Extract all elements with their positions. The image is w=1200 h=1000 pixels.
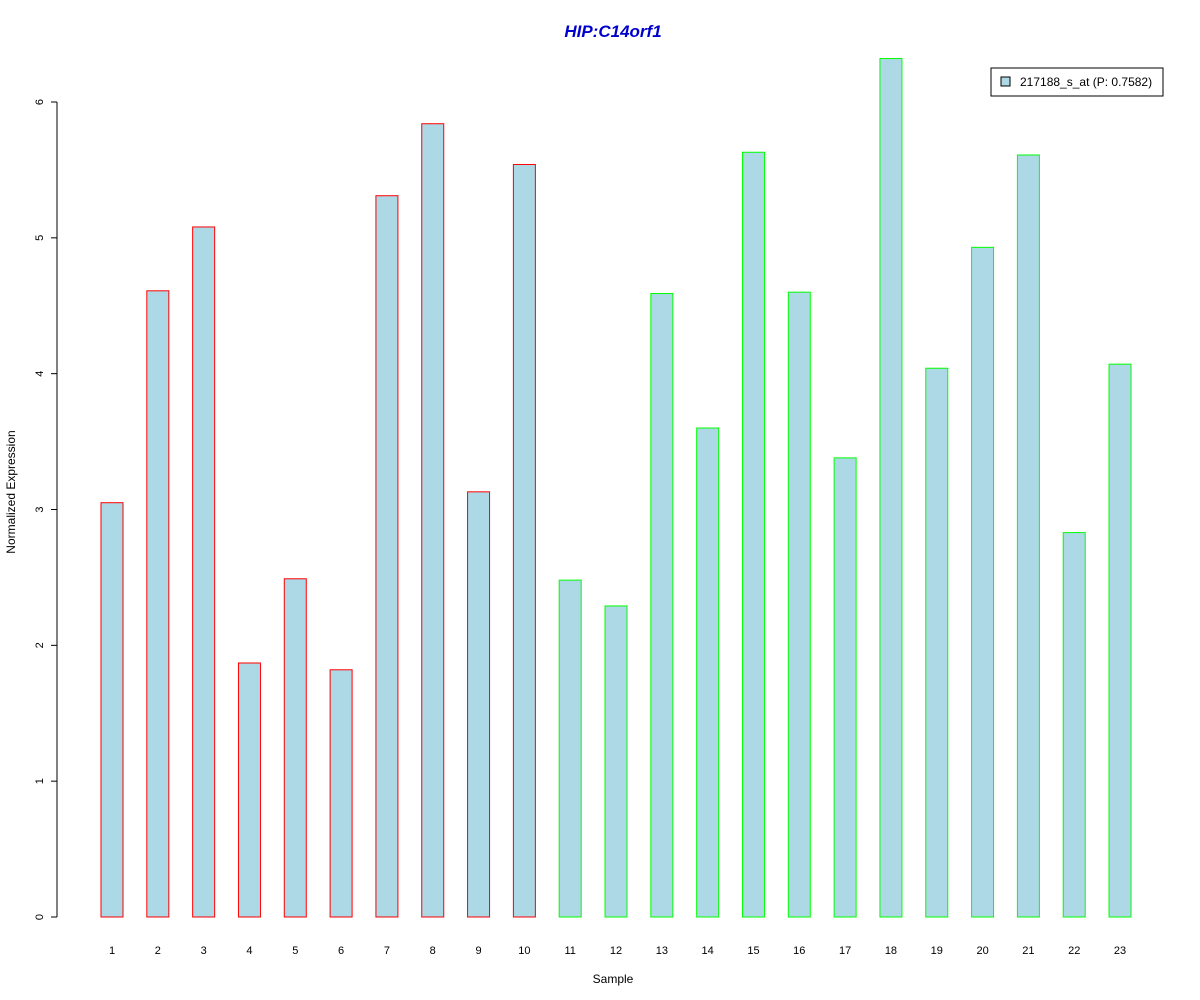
bar bbox=[971, 246, 995, 918]
bar bbox=[237, 662, 261, 918]
y-axis: 0 1 2 3 4 5 6 bbox=[34, 99, 58, 920]
chart-title: HIP:C14orf1 bbox=[564, 22, 661, 41]
x-tick-label: 18 bbox=[885, 945, 897, 957]
bar bbox=[329, 669, 353, 918]
bar bbox=[925, 367, 949, 918]
bar bbox=[421, 123, 445, 918]
x-tick-label: 9 bbox=[475, 945, 481, 957]
bars-group bbox=[100, 58, 1132, 918]
bar bbox=[1108, 363, 1132, 918]
x-tick-labels: 1 2 3 4 5 6 7 8 9 10 11 12 13 14 15 16 17 18 19 20 21 22 23 bbox=[109, 945, 1126, 957]
x-axis-label: Sample bbox=[593, 972, 634, 986]
bar bbox=[879, 58, 903, 918]
y-tick-label: 4 bbox=[34, 371, 46, 377]
bar bbox=[146, 290, 170, 918]
x-tick-label: 12 bbox=[610, 945, 622, 957]
x-tick-label: 8 bbox=[430, 945, 436, 957]
bar bbox=[833, 457, 857, 918]
bar bbox=[558, 579, 582, 918]
y-tick-label: 0 bbox=[34, 914, 46, 920]
x-tick-label: 1 bbox=[109, 945, 115, 957]
bar bbox=[1016, 154, 1040, 918]
bar bbox=[650, 293, 674, 918]
bar bbox=[512, 163, 536, 918]
x-tick-label: 7 bbox=[384, 945, 390, 957]
x-tick-label: 14 bbox=[702, 945, 714, 957]
x-tick-label: 10 bbox=[518, 945, 530, 957]
x-tick-label: 22 bbox=[1068, 945, 1080, 957]
x-tick-label: 4 bbox=[246, 945, 252, 957]
x-tick-label: 5 bbox=[292, 945, 298, 957]
x-tick-label: 20 bbox=[976, 945, 988, 957]
x-tick-label: 11 bbox=[564, 945, 575, 957]
x-tick-label: 16 bbox=[793, 945, 805, 957]
bar bbox=[467, 491, 491, 918]
bar bbox=[100, 502, 124, 918]
legend-box bbox=[990, 67, 1164, 97]
x-tick-label: 17 bbox=[839, 945, 851, 957]
bar bbox=[283, 578, 307, 918]
x-tick-label: 21 bbox=[1022, 945, 1034, 957]
bar bbox=[787, 291, 811, 918]
x-tick-label: 2 bbox=[155, 945, 161, 957]
legend: 217188_s_at (P: 0.7582) bbox=[990, 67, 1164, 97]
legend-label: 217188_s_at (P: 0.7582) bbox=[1020, 75, 1152, 89]
x-tick-label: 13 bbox=[656, 945, 668, 957]
y-tick-label: 5 bbox=[34, 235, 46, 241]
y-tick-label: 1 bbox=[34, 778, 46, 784]
bar bbox=[192, 226, 216, 918]
y-axis-label: Normalized Expression bbox=[4, 430, 18, 553]
x-tick-label: 6 bbox=[338, 945, 344, 957]
legend-swatch bbox=[1000, 76, 1011, 87]
y-tick-label: 3 bbox=[34, 506, 46, 512]
bar bbox=[1062, 532, 1086, 918]
x-tick-label: 19 bbox=[931, 945, 943, 957]
bar bbox=[375, 195, 399, 918]
y-tick-label: 6 bbox=[34, 99, 46, 105]
bar bbox=[604, 605, 628, 918]
x-tick-label: 3 bbox=[201, 945, 207, 957]
bar bbox=[696, 427, 720, 918]
y-tick-label: 2 bbox=[34, 642, 46, 648]
x-tick-label: 23 bbox=[1114, 945, 1126, 957]
x-tick-label: 15 bbox=[747, 945, 759, 957]
bar bbox=[741, 151, 765, 918]
